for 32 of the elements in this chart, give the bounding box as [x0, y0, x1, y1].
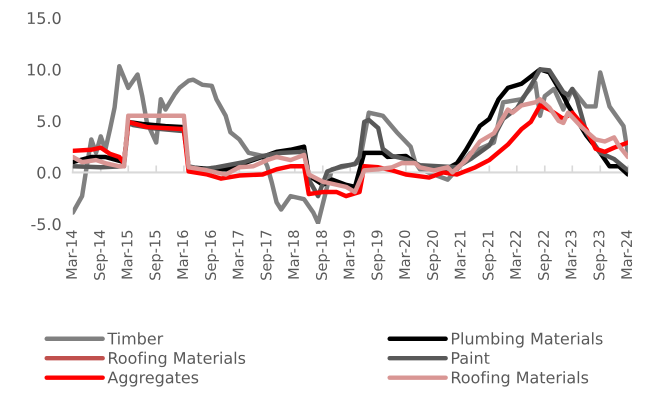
legend-label: Plumbing Materials [452, 332, 602, 348]
x-tick-label: Mar-19 [343, 230, 355, 278]
legend-label: Roofing Materials [108, 352, 246, 368]
y-tick-label: 10.0 [28, 64, 61, 76]
x-tick-label: Sep-14 [94, 230, 108, 280]
y-tick-label: 5.0 [38, 115, 61, 128]
x-tick-label: Sep-17 [260, 230, 274, 280]
x-tick-label: Mar-21 [454, 230, 466, 278]
y-tick-label: -5.0 [31, 218, 61, 230]
x-tick-label: Sep-16 [205, 230, 219, 280]
x-tick-label: Sep-15 [149, 230, 164, 280]
x-tick-label: Mar-20 [399, 230, 410, 278]
x-tick-label: Sep-20 [427, 230, 441, 280]
x-tick-label: Sep-22 [538, 230, 552, 280]
x-tick-label: Sep-18 [316, 230, 330, 280]
x-tick-label: Mar-16 [177, 230, 188, 278]
legend-label: Timber [107, 332, 164, 345]
x-tick-label: Mar-23 [565, 230, 577, 278]
y-tick-label: 0.0 [37, 166, 61, 179]
x-tick-label: Mar-22 [510, 230, 522, 278]
x-tick-label: Mar-17 [232, 230, 244, 278]
legend-label: Roofing Materials [452, 371, 588, 387]
legend-label: Aggregates [108, 372, 198, 387]
x-tick-label: Mar-14 [66, 230, 78, 278]
x-tick-label: Sep-23 [593, 230, 608, 280]
x-tick-label: Mar-24 [621, 230, 632, 278]
x-tick-label: Mar-15 [122, 230, 132, 278]
legend-label: Paint [452, 352, 490, 364]
x-tick-label: Sep-19 [371, 230, 386, 280]
x-tick-label: Sep-21 [482, 230, 496, 280]
x-tick-label: Mar-18 [288, 230, 300, 278]
y-tick-label: 15.0 [28, 12, 61, 24]
